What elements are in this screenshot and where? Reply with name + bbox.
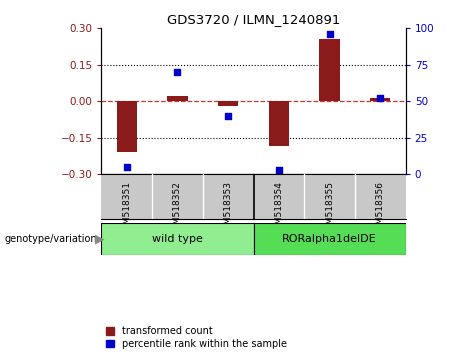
- Text: wild type: wild type: [152, 234, 203, 244]
- Title: GDS3720 / ILMN_1240891: GDS3720 / ILMN_1240891: [167, 13, 340, 26]
- Text: GSM518351: GSM518351: [122, 181, 131, 236]
- Text: GSM518354: GSM518354: [274, 181, 284, 236]
- Point: [326, 31, 333, 37]
- Bar: [167, 96, 188, 101]
- Text: GSM518352: GSM518352: [173, 181, 182, 236]
- Point: [123, 164, 130, 170]
- Bar: [117, 101, 137, 152]
- Text: RORalpha1delDE: RORalpha1delDE: [282, 234, 377, 244]
- Text: GSM518355: GSM518355: [325, 181, 334, 236]
- Text: GSM518356: GSM518356: [376, 181, 385, 236]
- Bar: [319, 39, 340, 101]
- Point: [275, 167, 283, 172]
- Text: ▶: ▶: [95, 233, 104, 245]
- Bar: [218, 101, 238, 106]
- Bar: [269, 101, 289, 146]
- Point: [377, 95, 384, 101]
- Point: [174, 69, 181, 75]
- Bar: [254, 223, 406, 255]
- Bar: [101, 223, 254, 255]
- Text: genotype/variation: genotype/variation: [5, 234, 97, 244]
- Legend: transformed count, percentile rank within the sample: transformed count, percentile rank withi…: [106, 326, 287, 349]
- Bar: [370, 97, 390, 101]
- Point: [225, 113, 232, 119]
- Text: GSM518353: GSM518353: [224, 181, 233, 236]
